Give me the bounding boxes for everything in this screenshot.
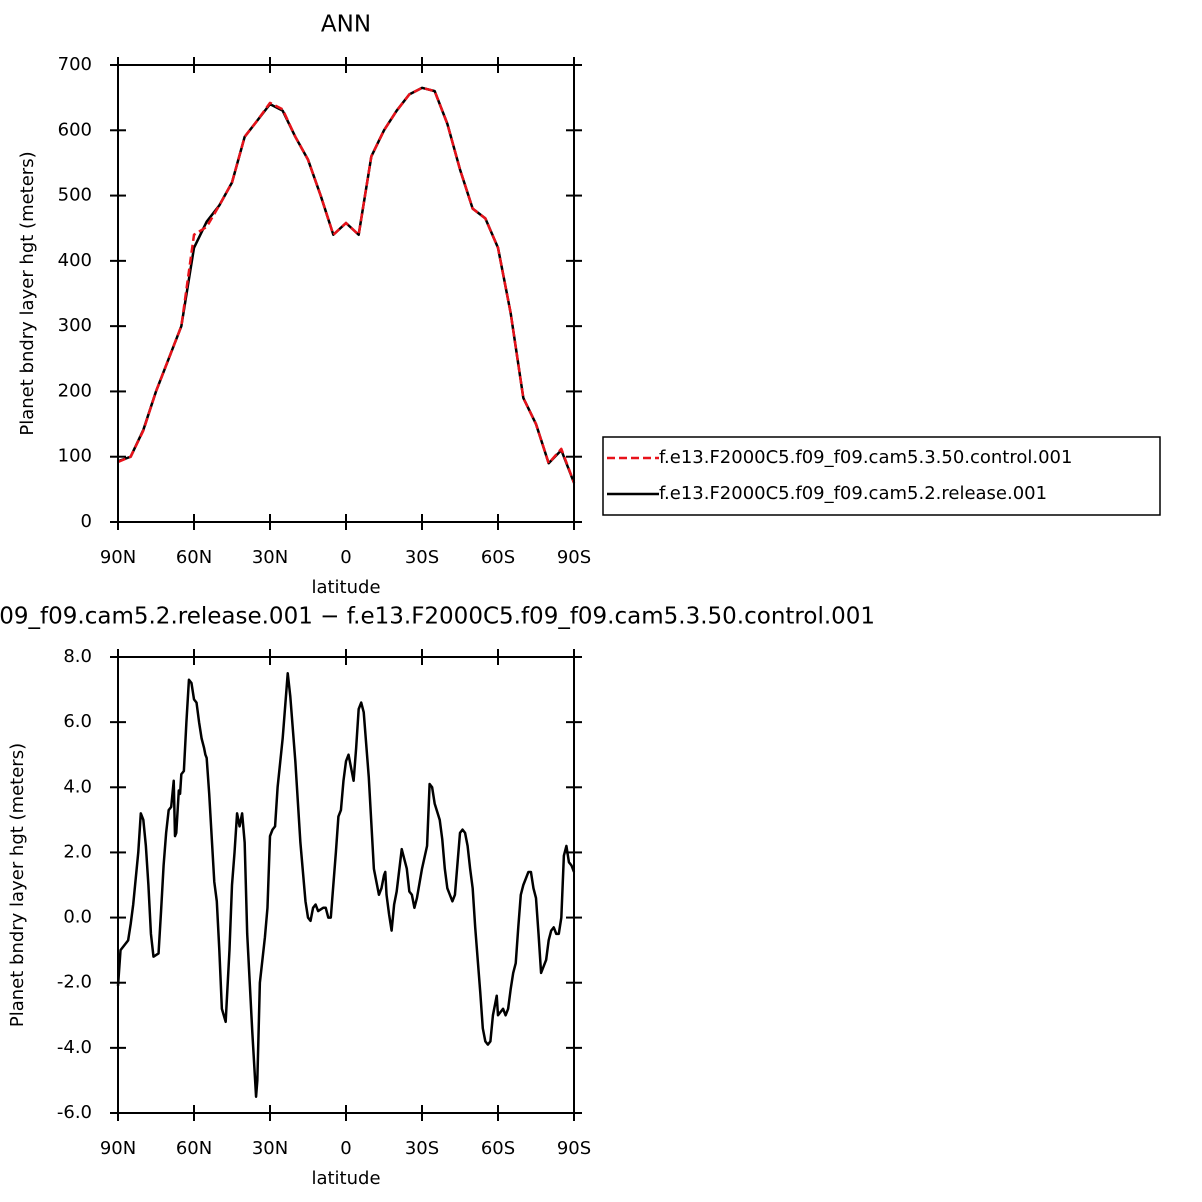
y-tick-label: 300 [58,315,92,336]
x-axis-label: latitude [311,1168,380,1189]
y-axis-label: Planet bndry layer hgt (meters) [17,151,38,435]
y-tick-label: 0 [81,511,92,532]
y-tick-label: 500 [58,185,92,206]
y-tick-label: 400 [58,250,92,271]
x-tick-label: 30S [405,547,439,568]
chart-title: ANN [321,12,371,38]
x-axis-label: latitude [311,577,380,598]
y-tick-label: -2.0 [57,972,92,993]
x-tick-label: 30N [252,547,288,568]
x-tick-label: 60S [481,547,515,568]
plot-frame [117,656,575,1114]
x-tick-label: 90S [557,547,591,568]
y-tick-label: -4.0 [57,1037,92,1058]
y-tick-label: 6.0 [63,711,92,732]
x-tick-label: 60S [481,1138,515,1159]
legend-box [602,436,1161,516]
x-tick-label: 60N [176,1138,212,1159]
x-tick-label: 90N [100,547,136,568]
y-tick-label: 2.0 [63,841,92,862]
legend-label: f.e13.F2000C5.f09_f09.cam5.2.release.001 [659,483,1047,504]
y-tick-label: -6.0 [57,1102,92,1123]
data-line [117,86,576,484]
data-line [116,672,576,1098]
x-tick-label: 30N [252,1138,288,1159]
y-tick-label: 600 [58,119,92,140]
y-tick-label: 100 [58,446,92,467]
x-tick-label: 60N [176,547,212,568]
plot-frame [117,64,575,523]
y-tick-label: 0.0 [63,907,92,928]
legend-label: f.e13.F2000C5.f09_f09.cam5.3.50.control.… [659,447,1072,468]
x-tick-label: 90S [557,1138,591,1159]
y-tick-label: 200 [58,380,92,401]
y-tick-label: 8.0 [63,646,92,667]
x-tick-label: 30S [405,1138,439,1159]
chart-title: f.e13.F2000C5.f09_f09.cam5.2.release.001… [0,604,875,630]
x-tick-label: 0 [340,547,351,568]
x-tick-label: 0 [340,1138,351,1159]
x-tick-label: 90N [100,1138,136,1159]
y-tick-label: 4.0 [63,776,92,797]
y-tick-label: 700 [58,54,92,75]
y-axis-label: Planet bndry layer hgt (meters) [7,743,28,1027]
